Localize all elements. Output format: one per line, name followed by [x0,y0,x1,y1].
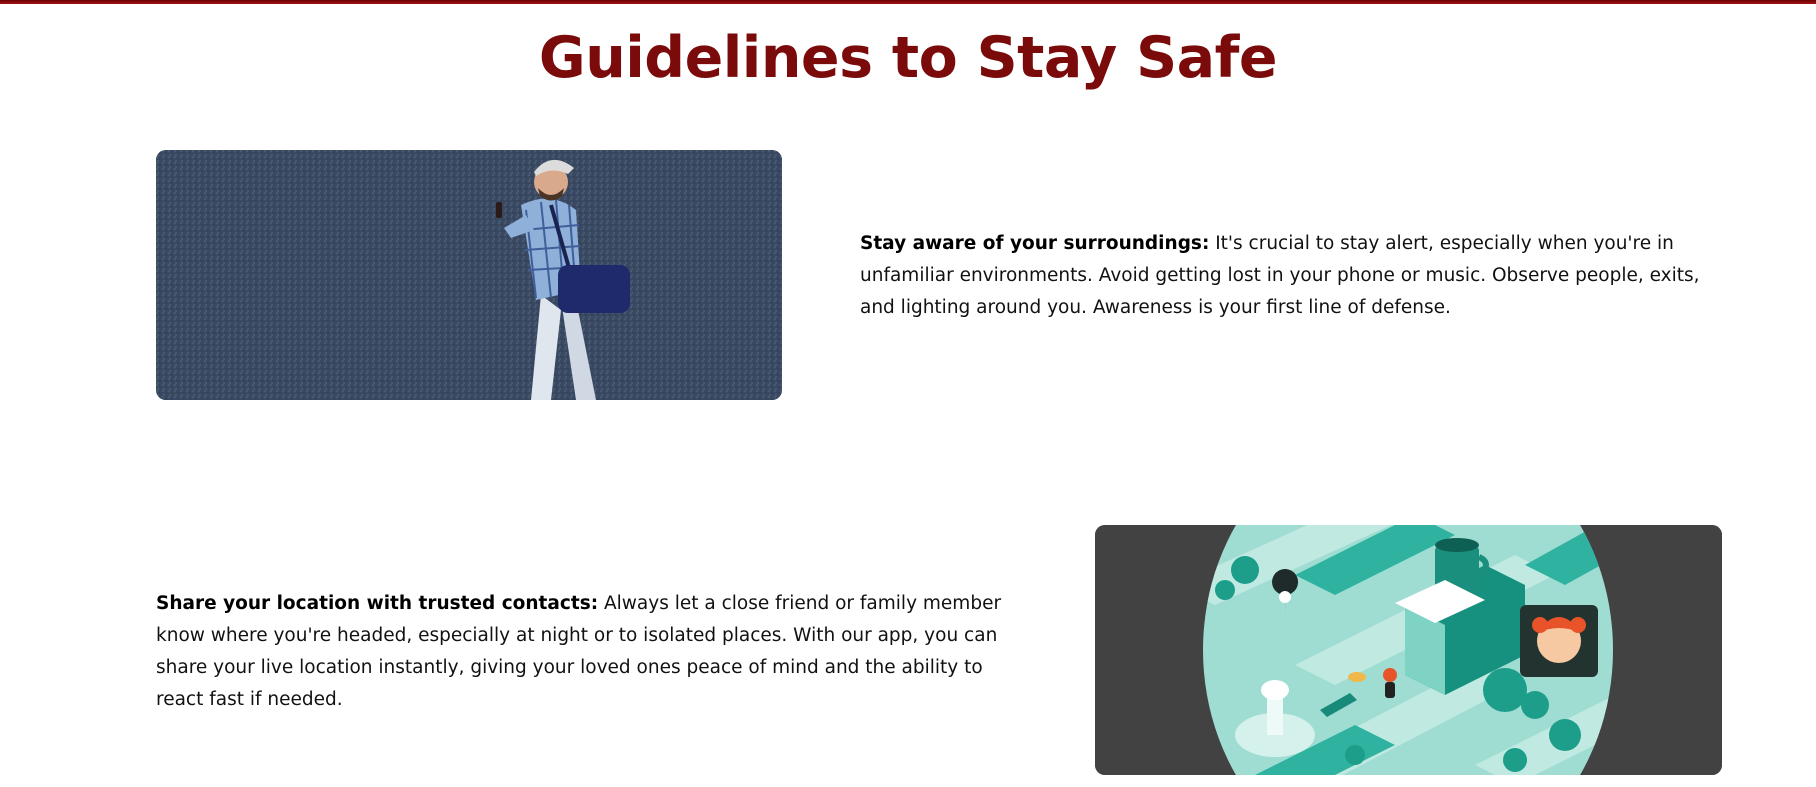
guideline-heading: Stay aware of your surroundings: [860,233,1210,254]
guideline-image-location [1095,525,1722,775]
guideline-image-awareness [156,150,782,400]
top-accent-bar [0,0,1816,4]
city-map-location-illustration [1095,525,1722,775]
guideline-text-awareness: Stay aware of your surroundings: It's cr… [860,228,1720,324]
guideline-body: It's crucial to stay alert, especially w… [860,233,1700,318]
guideline-heading: Share your location with trusted contact… [156,593,599,614]
man-walking-with-phone-photo [156,150,782,400]
guideline-text-location: Share your location with trusted contact… [156,588,1016,716]
page-title: Guidelines to Stay Safe [538,25,1278,91]
guideline-body: Always let a close friend or family memb… [156,593,1002,710]
